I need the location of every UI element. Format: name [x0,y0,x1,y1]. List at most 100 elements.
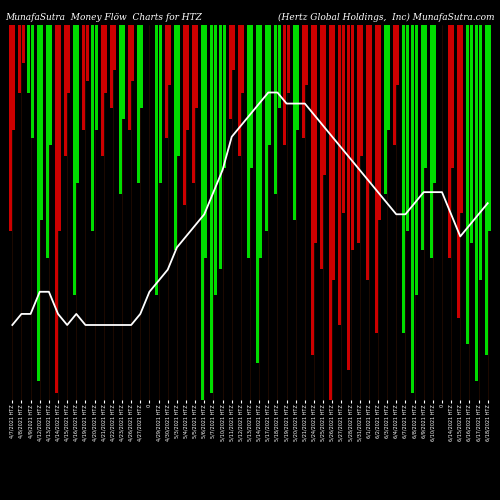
Bar [95,25,98,130]
Bar [342,25,344,212]
Bar [140,25,143,107]
Bar [204,25,208,258]
Bar [420,25,424,250]
Bar [223,25,226,168]
Text: (Hertz Global Holdings,  Inc) MunafaSutra.com: (Hertz Global Holdings, Inc) MunafaSutra… [278,12,495,22]
Bar [360,25,363,156]
Bar [76,25,80,182]
Bar [82,25,86,130]
Bar [396,25,400,85]
Bar [22,25,25,62]
Bar [132,25,134,81]
Bar [338,25,341,325]
Bar [402,25,405,332]
Bar [324,25,326,175]
Bar [274,25,277,194]
Bar [284,25,286,145]
Bar [452,25,454,168]
Bar [28,25,30,92]
Bar [55,25,58,392]
Bar [375,25,378,332]
Bar [414,25,418,295]
Bar [356,25,360,242]
Bar [159,25,162,182]
Bar [31,25,34,138]
Bar [36,25,40,382]
Bar [466,25,469,344]
Bar [73,25,76,295]
Bar [9,25,12,231]
Bar [320,25,323,269]
Bar [256,25,259,362]
Bar [448,25,451,258]
Bar [378,25,381,220]
Bar [12,25,16,130]
Bar [350,25,354,250]
Bar [305,25,308,85]
Bar [86,25,88,81]
Bar [470,25,472,242]
Bar [406,25,408,231]
Bar [220,25,222,269]
Bar [287,25,290,92]
Bar [100,25,103,156]
Bar [210,25,214,392]
Bar [311,25,314,355]
Bar [46,25,48,258]
Bar [64,25,67,156]
Bar [430,25,432,258]
Bar [228,25,232,118]
Bar [366,25,368,280]
Bar [314,25,317,242]
Bar [457,25,460,318]
Bar [265,25,268,231]
Bar [332,25,336,280]
Bar [174,25,176,250]
Bar [183,25,186,205]
Bar [296,25,299,130]
Bar [68,25,70,92]
Bar [156,25,158,295]
Bar [168,25,171,85]
Bar [119,25,122,194]
Bar [18,25,22,92]
Bar [110,25,112,107]
Bar [388,25,390,130]
Text: MunafaSutra  Money Flöw  Charts for HTZ: MunafaSutra Money Flöw Charts for HTZ [5,12,202,22]
Bar [113,25,116,70]
Bar [232,25,235,70]
Bar [177,25,180,156]
Bar [412,25,414,392]
Bar [247,25,250,258]
Bar [292,25,296,220]
Bar [268,25,272,145]
Bar [384,25,387,194]
Bar [484,25,488,355]
Bar [302,25,304,138]
Bar [49,25,52,145]
Bar [260,25,262,258]
Bar [214,25,216,295]
Bar [478,25,482,280]
Bar [278,25,280,107]
Bar [329,25,332,400]
Bar [186,25,189,130]
Bar [92,25,94,231]
Bar [250,25,253,168]
Bar [369,25,372,182]
Bar [488,25,491,231]
Bar [137,25,140,182]
Bar [104,25,107,92]
Bar [192,25,195,182]
Bar [393,25,396,145]
Bar [348,25,350,370]
Bar [201,25,204,400]
Bar [40,25,43,220]
Bar [476,25,478,382]
Bar [122,25,125,118]
Bar [238,25,240,156]
Bar [58,25,61,231]
Bar [241,25,244,92]
Bar [433,25,436,182]
Bar [164,25,168,138]
